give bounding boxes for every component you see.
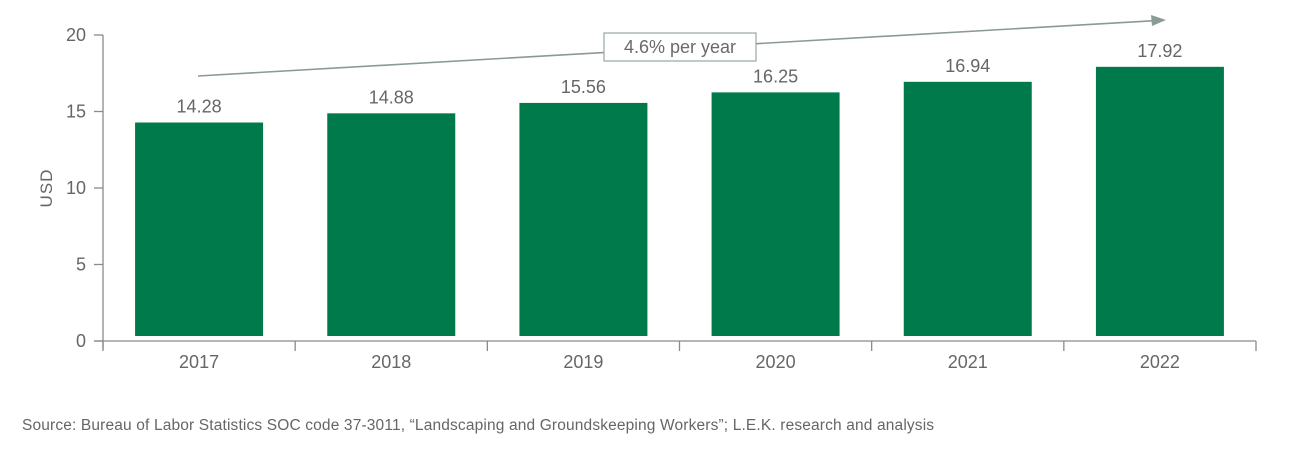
source-note: Source: Bureau of Labor Statistics SOC c…: [22, 417, 935, 434]
bar-2019: [519, 102, 648, 336]
cagr-label: 4.6% per year: [624, 37, 736, 57]
bar-2020: [711, 92, 840, 336]
bar-value-label: 14.28: [177, 97, 222, 117]
x-tick-label: 2019: [563, 352, 603, 372]
trend-annotation: 4.6% per year: [197, 15, 1166, 77]
y-tick-label: 5: [76, 255, 86, 275]
x-axis: 2017 2018 2019 2020 2021 2022: [94, 340, 1257, 372]
bar-2021: [903, 81, 1032, 337]
y-tick-label: 0: [76, 331, 86, 351]
y-axis: 0 5 10 15 20: [66, 25, 104, 351]
bar-2017: [135, 122, 264, 337]
y-tick-label: 20: [66, 25, 86, 45]
bar-value-label: 14.88: [369, 87, 414, 107]
x-tick-label: 2018: [371, 352, 411, 372]
bar-value-label: 16.25: [753, 66, 798, 86]
x-tick-label: 2017: [179, 352, 219, 372]
bar-value-label: 17.92: [1137, 41, 1182, 61]
bar-2018: [327, 113, 456, 336]
bar-value-label: 16.94: [945, 56, 990, 76]
cagr-box: [603, 32, 757, 62]
x-tick-label: 2020: [756, 352, 796, 372]
arrow-head-icon: [1151, 15, 1166, 26]
x-tick-label: 2022: [1140, 352, 1180, 372]
bar-value-label: 15.56: [561, 77, 606, 97]
y-axis-title: USD: [37, 169, 56, 208]
x-tick-label: 2021: [948, 352, 988, 372]
bars: 14.28 14.88 15.56 16.25 16.94 17.92: [135, 41, 1224, 337]
y-tick-label: 15: [66, 102, 86, 122]
bar-2022: [1095, 66, 1224, 336]
y-tick-label: 10: [66, 178, 86, 198]
